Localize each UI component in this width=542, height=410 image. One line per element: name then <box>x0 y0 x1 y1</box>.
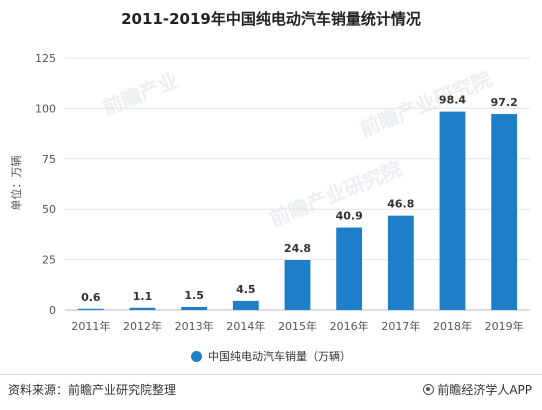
data-labels: 0.6 1.1 1.5 4.5 24.8 40.9 46.8 98.4 97.2 <box>81 94 518 304</box>
footer-divider <box>0 374 542 375</box>
y-tick-label: 50 <box>42 203 56 216</box>
bar-chart: 0 25 50 75 100 125 0.6 1.1 1.5 4.5 24.8 40.9 46.8 98… <box>9 52 530 333</box>
x-tick-label: 2011年 <box>71 319 110 333</box>
data-label: 24.8 <box>284 242 311 255</box>
bar <box>232 300 259 310</box>
y-tick-label: 75 <box>42 153 56 166</box>
legend-swatch <box>191 350 202 362</box>
data-label: 1.5 <box>184 289 204 302</box>
x-tick-label: 2013年 <box>175 319 214 333</box>
x-tick-label: 2017年 <box>381 319 420 333</box>
data-label: 0.6 <box>81 291 101 304</box>
data-label: 4.5 <box>236 283 256 296</box>
chart-title: 2011-2019年中国纯电动汽车销量统计情况 <box>121 10 421 28</box>
bar <box>491 114 518 310</box>
x-axis: 2011年 2012年 2013年 2014年 2015年 2016年 2017年 2018年… <box>71 319 523 333</box>
legend: 中国纯电动汽车销量（万辆） <box>0 348 542 364</box>
bars <box>77 111 518 310</box>
footer-brand: 前瞻经济学人APP <box>423 381 532 398</box>
x-tick-label: 2016年 <box>330 319 369 333</box>
y-tick-label: 125 <box>35 52 56 65</box>
data-label: 97.2 <box>491 96 518 109</box>
y-axis: 0 25 50 75 100 125 <box>35 52 56 317</box>
x-tick-label: 2019年 <box>485 319 524 333</box>
y-tick-label: 25 <box>42 254 56 267</box>
y-tick-label: 100 <box>35 102 56 115</box>
footer-source: 资料来源：前瞻产业研究院整理 <box>8 383 177 397</box>
legend-label: 中国纯电动汽车销量（万辆） <box>208 350 351 363</box>
data-label: 46.8 <box>387 198 414 211</box>
bar <box>387 215 414 310</box>
data-label: 98.4 <box>439 94 466 107</box>
camera-lens-icon <box>423 384 435 395</box>
bar <box>181 306 208 310</box>
footer-brand-label: 前瞻经济学人APP <box>437 383 532 397</box>
x-tick-label: 2018年 <box>433 319 472 333</box>
bar <box>129 307 156 310</box>
data-label: 40.9 <box>336 210 363 223</box>
y-tick-label: 0 <box>49 304 56 317</box>
bar <box>439 111 466 310</box>
bar <box>77 308 104 310</box>
x-tick-label: 2014年 <box>226 319 265 333</box>
bar <box>336 227 363 310</box>
data-label: 1.1 <box>133 290 153 303</box>
x-tick-label: 2015年 <box>278 319 317 333</box>
bar <box>284 260 311 310</box>
y-axis-label: 单位：万辆 <box>9 156 23 211</box>
x-tick-label: 2012年 <box>123 319 162 333</box>
